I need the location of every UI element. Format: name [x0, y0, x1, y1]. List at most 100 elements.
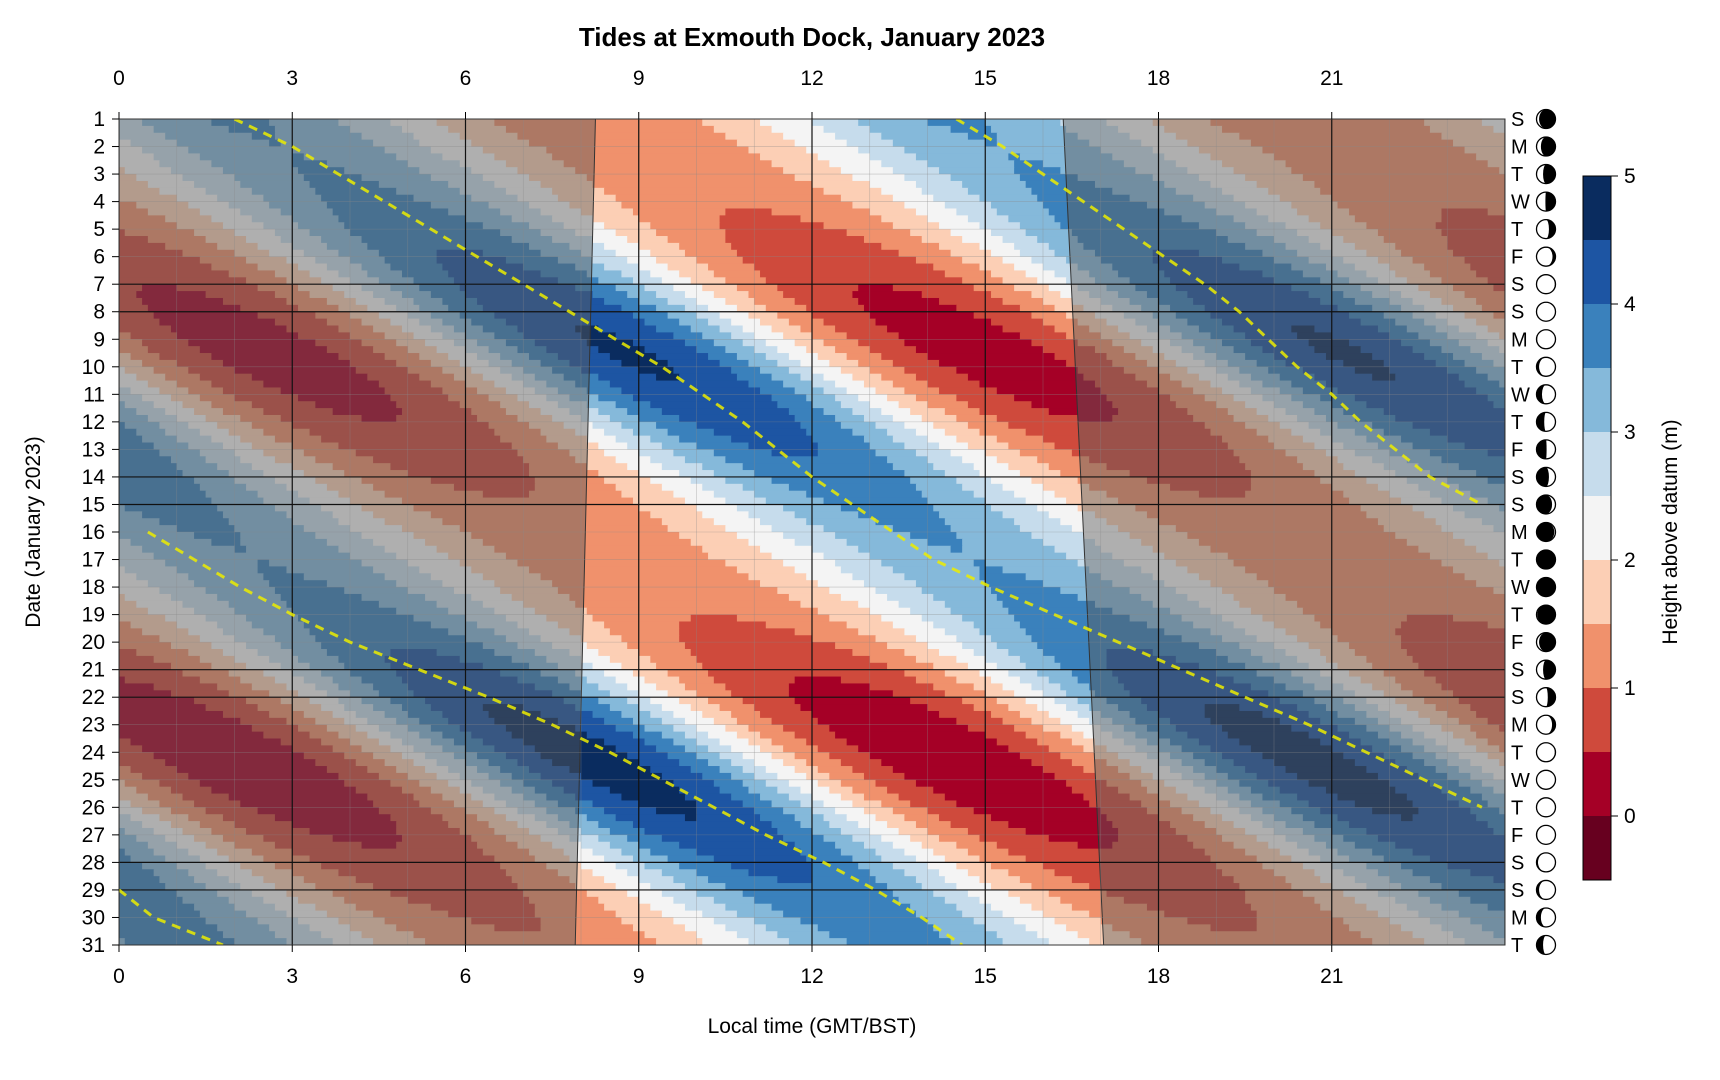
tide-level-cell [731, 435, 813, 444]
tide-level-cell [119, 690, 172, 698]
tide-level-cell [546, 807, 576, 815]
tide-level-cell [390, 779, 420, 788]
tide-level-cell [627, 889, 663, 898]
tide-level-cell [136, 291, 207, 299]
tide-level-cell [915, 208, 957, 216]
tide-level-cell [956, 208, 998, 216]
tide-level-cell [742, 766, 767, 774]
tide-level-cell [875, 876, 917, 884]
tide-level-cell [939, 242, 981, 251]
tide-level-cell [130, 766, 178, 774]
tide-level-cell [621, 490, 674, 499]
weekday-label: F [1511, 439, 1523, 461]
tide-level-cell [488, 821, 519, 829]
tide-level-cell [119, 153, 155, 161]
tide-level-cell [1164, 779, 1194, 788]
tide-level-cell [846, 738, 998, 746]
tide-level-cell [881, 855, 917, 863]
y-tick-label: 28 [82, 851, 105, 874]
tide-level-cell [1389, 297, 1414, 306]
tide-level-cell [1493, 359, 1505, 368]
tide-level-cell [286, 297, 328, 306]
tide-level-cell [581, 249, 617, 258]
tide-level-cell [119, 222, 178, 230]
tide-level-cell [355, 903, 432, 912]
tide-level-cell [1487, 738, 1505, 746]
tide-level-cell [119, 669, 184, 678]
tide-level-cell [1175, 525, 1385, 533]
tide-level-cell [176, 463, 218, 471]
tide-level-cell [292, 153, 305, 161]
tide-level-cell [731, 772, 755, 781]
tide-level-cell [286, 717, 316, 726]
tide-level-cell [1337, 304, 1373, 313]
tide-level-cell [465, 380, 495, 389]
colorbar-tick-label: 1 [1624, 677, 1636, 700]
tide-level-cell [702, 938, 750, 945]
tide-level-cell [234, 174, 305, 182]
moon-phase-icon [1535, 218, 1557, 240]
tide-level-cell [650, 710, 674, 719]
tide-level-cell [667, 263, 709, 272]
tide-level-cell [119, 545, 143, 554]
tide-level-cell [1054, 545, 1102, 554]
tide-level-cell [338, 697, 363, 705]
weekday-label: T [1511, 935, 1523, 957]
tide-level-cell [338, 545, 386, 554]
tide-level-cell [529, 896, 599, 905]
tide-level-cell [1377, 442, 1414, 450]
tide-level-cell [598, 394, 634, 402]
tide-level-cell [119, 525, 178, 533]
tide-level-cell [401, 125, 449, 134]
tide-level-cell [1320, 428, 1356, 437]
tide-level-cell [892, 414, 923, 423]
tide-level-cell [598, 649, 640, 657]
tide-level-cell [962, 538, 1044, 547]
tide-level-cell [1245, 421, 1281, 430]
tide-level-cell [702, 332, 732, 340]
tide-level-cell [725, 883, 888, 891]
tide-level-cell [754, 759, 784, 767]
tide-level-cell [1129, 793, 1160, 802]
tide-level-cell [176, 889, 218, 898]
tide-level-cell [1100, 297, 1131, 306]
tide-level-cell [615, 862, 646, 870]
tide-level-cell [996, 414, 1079, 423]
tide-level-cell [1031, 532, 1085, 540]
tide-level-cell [1447, 236, 1505, 244]
tide-level-cell [696, 869, 750, 877]
tide-level-cell [1447, 759, 1471, 767]
tide-level-cell [812, 180, 871, 189]
tide-level-cell [1383, 359, 1437, 368]
colorbar-swatch [1583, 752, 1611, 816]
tide-level-cell [788, 793, 813, 802]
tide-level-cell [1337, 421, 1373, 430]
tide-level-cell [661, 834, 784, 843]
tide-level-cell [517, 841, 553, 850]
tide-level-cell [159, 160, 212, 168]
tide-level-cell [332, 511, 374, 519]
tide-level-cell [679, 786, 721, 795]
tide-level-cell [1152, 600, 1200, 609]
tide-level-cell [1250, 387, 1281, 395]
tide-level-cell [321, 435, 501, 444]
tide-level-cell [967, 215, 1009, 223]
tide-level-cell [1325, 449, 1356, 457]
tide-level-cell [540, 834, 571, 843]
tide-level-cell [477, 387, 507, 395]
tide-level-cell [119, 408, 137, 416]
tide-level-cell [222, 834, 264, 843]
tide-level-cell [1429, 339, 1460, 347]
tide-level-cell [1245, 353, 1275, 361]
tide-level-cell [1043, 538, 1096, 547]
tide-level-cell [863, 580, 917, 588]
tide-level-cell [921, 414, 957, 423]
tide-level-cell [269, 655, 299, 664]
tide-level-cell [269, 559, 363, 568]
tide-level-cell [1239, 380, 1264, 389]
tide-level-cell [1089, 800, 1142, 808]
tide-level-cell [263, 449, 305, 457]
tide-level-cell [1424, 731, 1454, 740]
tide-level-cell [1291, 669, 1321, 678]
tide-level-cell [488, 359, 513, 368]
